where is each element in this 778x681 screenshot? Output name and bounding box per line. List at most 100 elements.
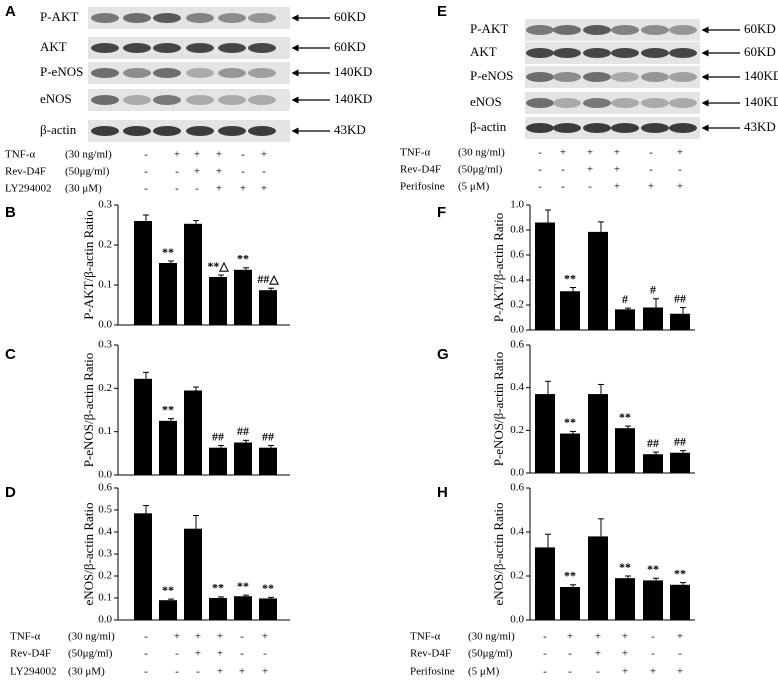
treatment-label: Rev-D4F: [400, 164, 441, 176]
bar: [209, 447, 227, 475]
y-tick-label: 1.0: [510, 199, 524, 211]
blot-band: [248, 13, 276, 23]
significance-label: ##: [647, 436, 659, 450]
treatment-sign: -: [561, 181, 565, 193]
blot-band: [583, 48, 611, 58]
treatment-sign: +: [614, 181, 620, 193]
blot-band: [669, 25, 697, 35]
blot-band: [526, 98, 554, 108]
y-tick-label: 0.2: [98, 570, 112, 582]
band-name: P-AKT: [40, 9, 78, 24]
bar: [134, 378, 152, 475]
bar: [259, 598, 277, 620]
band-name: eNOS: [470, 94, 502, 109]
blot-band: [526, 72, 554, 82]
blot-band: [218, 95, 246, 105]
blot-band: [123, 95, 151, 105]
treatment-sign: -: [144, 166, 148, 178]
y-tick-label: 0.1: [98, 425, 112, 437]
bar: [588, 536, 608, 620]
treatment-sign: +: [587, 164, 593, 176]
significance-label: #: [650, 283, 656, 297]
bar: [184, 390, 202, 475]
treatment-dose: (5 μM): [468, 666, 500, 678]
blot-band: [583, 72, 611, 82]
significance-label: **: [237, 252, 249, 266]
band-name: β-actin: [40, 122, 77, 137]
bar: [159, 420, 177, 475]
blot-band: [641, 98, 669, 108]
blot-band: [186, 68, 214, 78]
treatment-sign: -: [596, 666, 600, 678]
significance-label: #: [622, 292, 628, 306]
treatment-sign: -: [196, 666, 200, 678]
blot-band: [186, 126, 214, 136]
bar: [259, 290, 277, 325]
treatment-sign: -: [144, 631, 148, 643]
bar: [670, 584, 690, 620]
panel-letter: D: [5, 484, 16, 501]
treatment-sign: +: [239, 666, 245, 678]
treatment-sign: -: [568, 648, 572, 660]
treatment-sign: +: [595, 631, 601, 643]
significance-label: ##△: [257, 272, 279, 286]
significance-label: **: [162, 245, 174, 259]
blot-band: [123, 13, 151, 23]
y-axis-label: P-AKT/β-actin Ratio: [491, 213, 506, 323]
y-axis-label: eNOS/β-actin Ratio: [81, 502, 96, 605]
treatment-label: LY294002: [10, 666, 57, 678]
y-tick-label: 0.3: [98, 548, 112, 560]
treatment-sign: -: [175, 183, 179, 195]
treatment-sign: +: [622, 631, 628, 643]
treatment-sign: +: [195, 631, 201, 643]
y-tick-label: 0.0: [98, 469, 112, 481]
band-size: 140KD: [334, 64, 372, 79]
treatment-label: TNF-α: [410, 631, 440, 643]
treatment-sign: -: [175, 166, 179, 178]
blot-band: [186, 13, 214, 23]
blot-band: [669, 98, 697, 108]
treatment-sign: +: [217, 631, 223, 643]
bar: [259, 447, 277, 475]
y-tick-label: 0.4: [510, 274, 524, 286]
significance-label: **: [564, 569, 576, 583]
panel-letter: A: [5, 3, 16, 20]
significance-label: ##: [262, 429, 274, 443]
blot-band: [153, 13, 181, 23]
treatment-sign: -: [538, 164, 542, 176]
treatment-sign: -: [543, 631, 547, 643]
treatment-sign: -: [175, 666, 179, 678]
treatment-dose: (30 μM): [65, 183, 102, 195]
blot-band: [218, 13, 246, 23]
y-tick-label: 0.3: [98, 339, 112, 351]
significance-label: ##: [212, 429, 224, 443]
treatment-label: Rev-D4F: [410, 648, 451, 660]
y-tick-label: 0.0: [510, 467, 524, 479]
treatment-label: TNF-α: [5, 149, 35, 161]
significance-label: **: [162, 402, 174, 416]
treatment-dose: (50μg/ml): [68, 648, 113, 660]
bar: [560, 433, 580, 473]
bar: [159, 600, 177, 620]
y-tick-label: 0.0: [510, 614, 524, 626]
treatment-dose: (30 ng/ml): [65, 149, 112, 161]
blot-band: [526, 25, 554, 35]
treatment-sign: +: [194, 149, 200, 161]
blot-band: [611, 123, 639, 133]
treatment-dose: (50μg/ml): [458, 164, 503, 176]
y-tick-label: 0.1: [98, 592, 112, 604]
blot-band: [248, 95, 276, 105]
blot-band: [553, 123, 581, 133]
blot-band: [526, 48, 554, 58]
blot-band: [123, 68, 151, 78]
significance-label: **: [237, 579, 249, 593]
blot-band: [91, 13, 119, 23]
treatment-dose: (30 ng/ml): [68, 631, 115, 643]
treatment-sign: -: [538, 147, 542, 159]
treatment-sign: -: [263, 648, 267, 660]
treatment-sign: -: [195, 183, 199, 195]
band-name: P-eNOS: [40, 64, 83, 79]
treatment-sign: +: [240, 183, 246, 195]
blot-band: [153, 95, 181, 105]
y-axis-label: P-eNOS/β-actin Ratio: [491, 352, 506, 467]
